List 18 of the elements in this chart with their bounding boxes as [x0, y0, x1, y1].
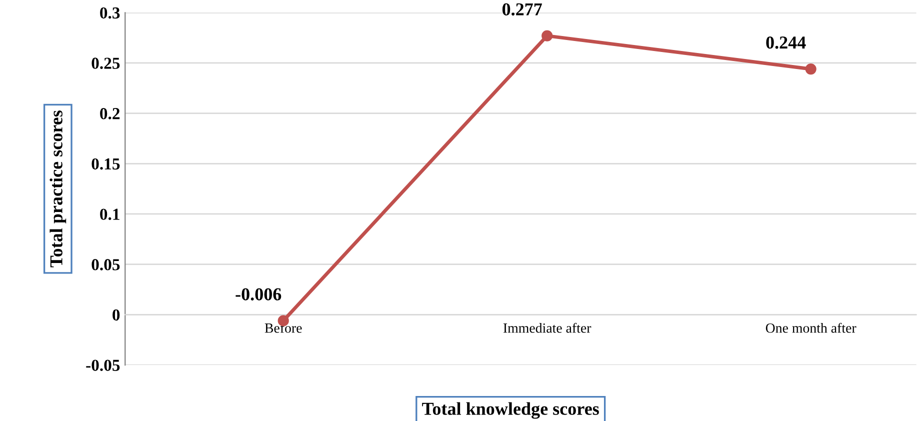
y-tick-label: 0.25: [92, 58, 120, 69]
y-tick-label: 0.15: [92, 158, 120, 170]
point: [805, 63, 816, 75]
y-tick-label: 0.1: [100, 208, 120, 220]
x-axis-title: Total knowledge scores: [422, 402, 599, 419]
y-tick-label: 0.05: [92, 259, 120, 270]
y-axis-title: Total practice scores: [50, 110, 66, 268]
data-label: 0.244: [766, 36, 806, 49]
x-tick-label: Immediate after: [503, 322, 592, 333]
data-label: -0.006: [236, 288, 282, 300]
y-tick-label: 0.3: [100, 7, 120, 19]
y-tick-label: -0.05: [86, 360, 120, 372]
x-tick-label: Before: [264, 322, 302, 333]
x-tick-label: One month after: [766, 322, 856, 333]
point: [542, 30, 553, 42]
data-label: 0.277: [502, 3, 542, 16]
y-tick-label: 0.2: [100, 108, 120, 120]
y-tick-label: 0: [112, 309, 120, 321]
